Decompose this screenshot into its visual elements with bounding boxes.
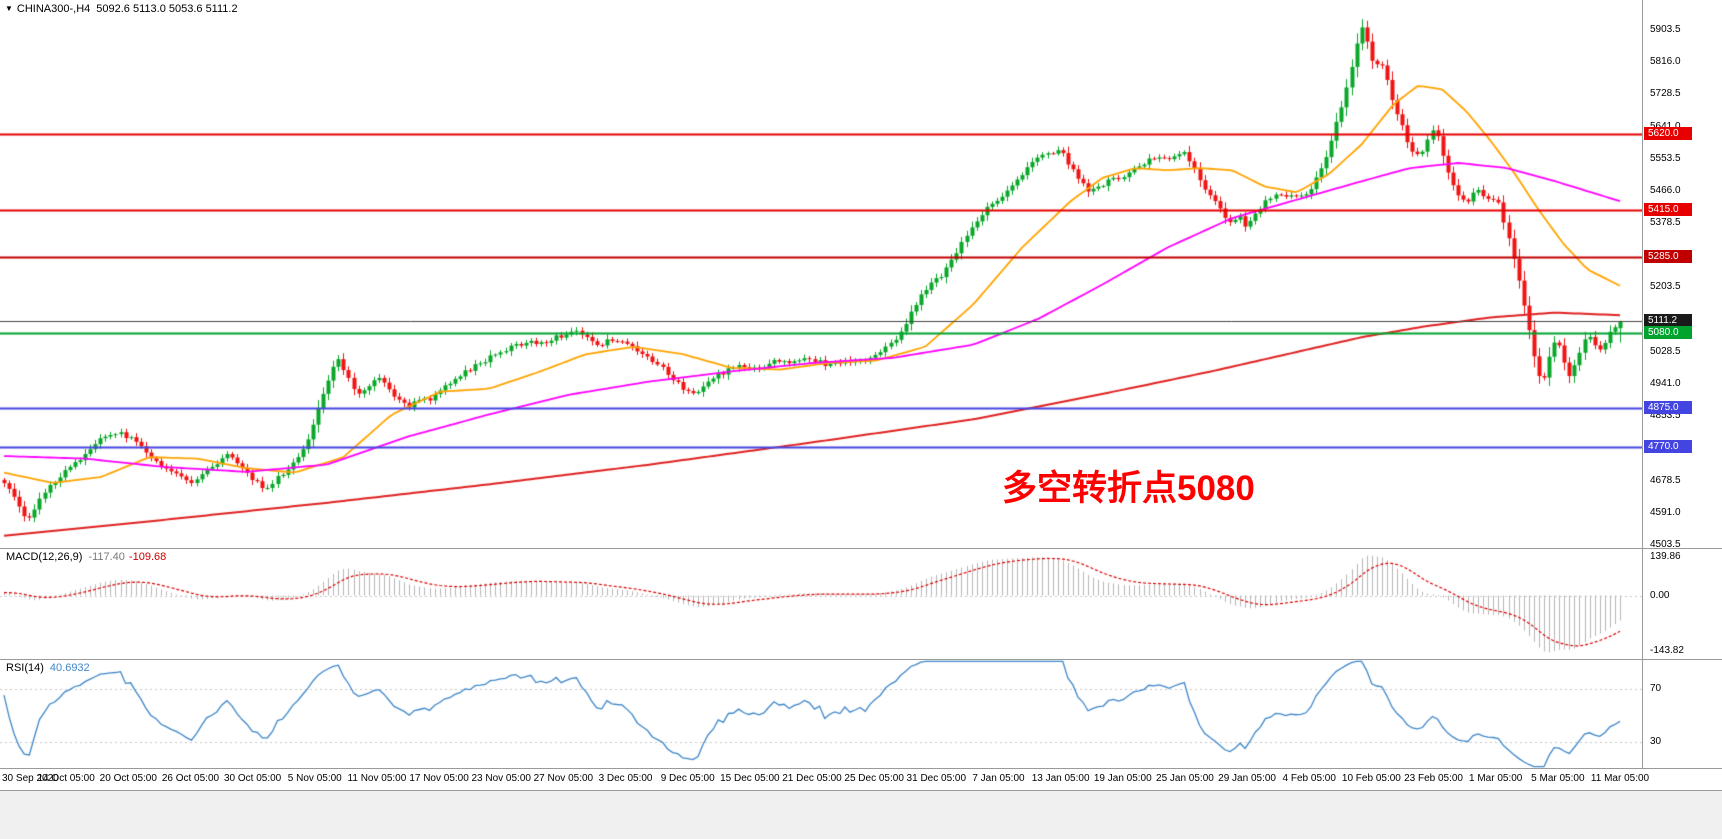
price-axis-tick: 5203.5 — [1650, 281, 1681, 293]
time-axis-label: 11 Mar 05:00 — [1590, 773, 1650, 784]
price-axis-tick: 4591.0 — [1650, 506, 1681, 518]
pivot-price-label: 5080.0 — [1644, 325, 1692, 339]
price-axis-tick: 4678.5 — [1650, 474, 1681, 486]
price-axis-tick: 5641.0 — [1650, 120, 1681, 132]
time-axis-label: 15 Dec 05:00 — [720, 773, 780, 784]
rsi-canvas[interactable] — [0, 660, 1642, 768]
price-axis-tick: 4941.0 — [1650, 377, 1681, 389]
time-axis-label: 3 Dec 05:00 — [598, 773, 653, 784]
time-axis-label: 23 Feb 05:00 — [1404, 773, 1463, 784]
time-axis-label: 5 Nov 05:00 — [287, 773, 342, 784]
time-axis-label: 25 Jan 05:00 — [1156, 773, 1214, 784]
support-price-label: 4770.0 — [1644, 439, 1692, 453]
resistance-price-label: 5415.0 — [1644, 202, 1692, 216]
time-axis-label: 11 Nov 05:00 — [347, 773, 407, 784]
time-axis-label: 13 Jan 05:00 — [1031, 773, 1090, 784]
resistance-price-label: 5620.0 — [1644, 127, 1692, 141]
macd-value: -117.40 — [88, 551, 125, 563]
time-axis-label: 25 Dec 05:00 — [844, 773, 904, 784]
rsi-axis[interactable]: 70 30 — [1642, 660, 1722, 768]
time-axis-label: 4 Feb 05:00 — [1282, 773, 1336, 784]
price-axis-tick: 5816.0 — [1650, 56, 1681, 68]
price-axis[interactable]: 5903.5 5816.0 5728.5 5641.0 5553.5 5466.0 5378… — [1642, 0, 1722, 550]
price-axis-tick: 4503.5 — [1650, 538, 1681, 550]
price-axis-tick: 5728.5 — [1650, 88, 1681, 100]
annotation-text[interactable]: 多空转折点5080 — [1002, 469, 1255, 508]
price-axis-tick: 4853.5 — [1650, 410, 1681, 422]
time-axis-label: 14 Oct 05:00 — [37, 773, 95, 784]
time-axis-label: 20 Oct 05:00 — [99, 773, 157, 784]
price-axis-tick: 5553.5 — [1650, 152, 1681, 164]
time-axis-label: 26 Oct 05:00 — [161, 773, 220, 784]
time-axis-label: 30 Sep 2020 — [2, 773, 59, 784]
price-axis-tick: 5028.5 — [1650, 345, 1681, 357]
time-axis-label: 1 Mar 05:00 — [1469, 773, 1523, 784]
time-axis-label: 19 Jan 05:00 — [1093, 773, 1152, 784]
rsi-panel: RSI(14) 40.6932 70 30 — [0, 660, 1722, 769]
current-price-label: 5111.2 — [1644, 314, 1692, 328]
time-axis-label: 17 Nov 05:00 — [409, 773, 469, 784]
rsi-label: RSI(14) 40.6932 — [6, 662, 90, 674]
support-price-label: 4875.0 — [1644, 401, 1692, 415]
price-axis-tick: 5378.5 — [1650, 217, 1681, 229]
symbol-dropdown-icon[interactable]: ▼ — [5, 4, 13, 13]
macd-axis[interactable]: 139.86 0.00 -143.82 — [1642, 549, 1722, 659]
time-axis-label: 10 Feb 05:00 — [1341, 773, 1401, 784]
bottom-bar — [0, 791, 1722, 839]
main-price-panel: ▼ CHINA300-,H4 5092.6 5113.0 5053.6 5111.2… — [0, 0, 1722, 550]
macd-signal-value: -109.68 — [128, 551, 167, 563]
price-chart-canvas[interactable] — [0, 0, 1642, 548]
rsi-axis-tick: 70 — [1650, 682, 1662, 694]
price-axis-tick: 5466.0 — [1650, 184, 1681, 196]
rsi-axis-tick: 30 — [1650, 735, 1662, 747]
symbol-title: CHINA300-,H4 — [16, 3, 91, 15]
time-axis-label: 7 Jan 05:00 — [972, 773, 1025, 784]
time-axis-label: 27 Nov 05:00 — [533, 773, 594, 784]
macd-panel: MACD(12,26,9) -117.40 -109.68 139.86 0.00 -1… — [0, 549, 1722, 660]
rsi-value: 40.6932 — [49, 662, 90, 674]
macd-axis-tick: 0.00 — [1650, 589, 1670, 601]
macd-axis-tick: 139.86 — [1650, 551, 1681, 562]
time-axis[interactable]: 30 Sep 2020 14 Oct 05:00 20 Oct 05:00 26 Oc… — [0, 769, 1722, 791]
price-axis-tick: 5903.5 — [1650, 23, 1681, 35]
time-axis-label: 30 Oct 05:00 — [223, 773, 282, 784]
resistance-price-label: 5285.0 — [1644, 250, 1692, 264]
ohlc-readout: 5092.6 5113.0 5053.6 5111.2 — [96, 3, 238, 15]
rsi-name: RSI(14) — [6, 662, 44, 674]
macd-axis-tick: -143.82 — [1650, 645, 1684, 656]
time-axis-label: 5 Mar 05:00 — [1531, 773, 1585, 784]
time-axis-label: 21 Dec 05:00 — [782, 773, 842, 784]
time-axis-label: 29 Jan 05:00 — [1218, 773, 1276, 784]
time-axis-label: 23 Nov 05:00 — [471, 773, 531, 784]
macd-canvas[interactable] — [0, 549, 1642, 659]
macd-label: MACD(12,26,9) -117.40 -109.68 — [6, 551, 166, 563]
macd-name: MACD(12,26,9) — [6, 551, 83, 563]
symbol-info: ▼ CHINA300-,H4 5092.6 5113.0 5053.6 5111.2 — [5, 3, 238, 15]
time-axis-label: 31 Dec 05:00 — [906, 773, 967, 784]
time-axis-label: 9 Dec 05:00 — [660, 773, 715, 784]
